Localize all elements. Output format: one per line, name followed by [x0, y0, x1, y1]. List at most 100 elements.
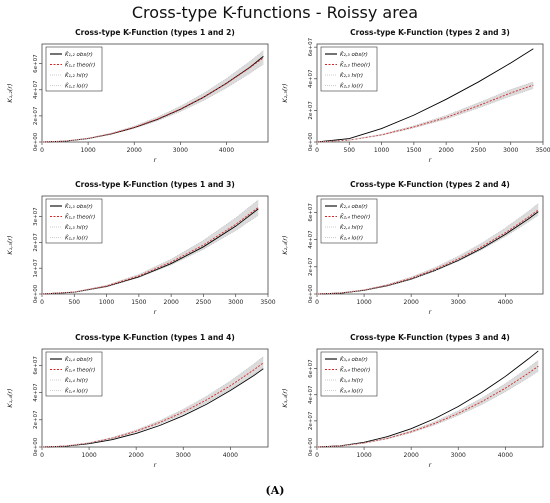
series-line-obs — [41, 208, 259, 295]
chart-title: Cross-type K-Function (types 1 and 4) — [75, 333, 235, 342]
chart-title: Cross-type K-Function (types 2 and 3) — [350, 28, 510, 37]
y-tick-label: 4e+07 — [308, 69, 314, 88]
chart-panel-1-3: Cross-type K-Function (types 1 and 3) 0 50… — [6, 180, 276, 316]
x-tick-label: 500 — [69, 299, 81, 306]
series-line-obs — [41, 368, 264, 448]
series-line-theo — [316, 365, 539, 448]
chart-title: Cross-type K-Function (types 1 and 2) — [75, 28, 235, 37]
chart-title: Cross-type K-Function (types 3 and 4) — [350, 333, 510, 342]
x-tick-label: 4000 — [219, 147, 234, 154]
x-tick-label: 3500 — [260, 299, 275, 306]
legend-box — [320, 46, 378, 92]
x-axis-label: r — [154, 308, 158, 316]
x-tick-label: 1000 — [356, 452, 371, 459]
legend-entry: K̂₂,₃ hi(r) — [340, 72, 363, 79]
chart-panel-1-2: Cross-type K-Function (types 1 and 2) 0 10… — [6, 28, 269, 164]
y-tick-label: 2e+07 — [33, 410, 39, 429]
chart-panel-2-3: Cross-type K-Function (types 2 and 3) 0 50… — [281, 28, 550, 164]
y-tick-label: 4e+07 — [308, 385, 314, 404]
x-axis-label: r — [154, 461, 158, 469]
legend-entry: K̂₁,₂ obs(r) — [65, 51, 93, 58]
x-tick-label: 3000 — [503, 147, 518, 154]
x-tick-label: 4000 — [223, 452, 238, 459]
plot-frame — [41, 43, 269, 143]
legend-entry: K̄₁,₄ theo(r) — [65, 367, 95, 374]
legend-entry: K̂₁,₂ lo(r) — [65, 83, 88, 90]
x-tick-label: 2000 — [164, 299, 179, 306]
x-tick-label: 3000 — [173, 147, 188, 154]
y-tick-label: 0e+00 — [308, 132, 314, 151]
legend-entry: K̂₂,₄ hi(r) — [340, 224, 363, 231]
chart-title: Cross-type K-Function (types 2 and 4) — [350, 180, 510, 189]
y-axis-label: K₁,₄(r) — [6, 388, 14, 407]
y-tick-label: 0e+00 — [33, 437, 39, 456]
x-tick-label: 4000 — [498, 452, 513, 459]
legend-entry: K̂₂,₃ lo(r) — [340, 83, 363, 90]
x-axis-label: r — [429, 156, 433, 164]
legend-entry: K̂₃,₄ hi(r) — [340, 377, 363, 384]
chart-panel-3-4: Cross-type K-Function (types 3 and 4) 0 10… — [281, 333, 544, 469]
series-line-hi — [316, 203, 539, 295]
y-tick-label: 2e+07 — [33, 106, 39, 125]
legend-entry: K̄₂,₄ theo(r) — [340, 214, 370, 221]
legend-entry: K̂₂,₄ obs(r) — [340, 203, 368, 210]
y-axis-label: K₁,₃(r) — [6, 235, 14, 254]
x-tick-label: 0 — [40, 452, 44, 459]
series-line-obs — [316, 48, 534, 143]
legend-entry: K̂₁,₄ obs(r) — [65, 356, 93, 363]
x-tick-label: 0 — [40, 299, 44, 306]
x-tick-label: 0 — [40, 147, 44, 154]
plot-frame — [316, 43, 544, 143]
y-tick-label: 6e+07 — [308, 203, 314, 222]
x-tick-label: 1000 — [80, 147, 95, 154]
series-line-lo — [41, 367, 264, 448]
x-tick-label: 2500 — [196, 299, 211, 306]
series-line-hi — [316, 81, 534, 143]
x-tick-label: 2000 — [129, 452, 144, 459]
y-tick-label: 6e+07 — [308, 37, 314, 56]
x-tick-label: 2000 — [127, 147, 142, 154]
series-line-hi — [41, 356, 264, 448]
y-axis-label: K₁,₂(r) — [6, 83, 14, 102]
legend-entry: K̂₁,₃ lo(r) — [65, 235, 88, 242]
y-tick-label: 2e+07 — [308, 411, 314, 430]
x-tick-label: 1000 — [374, 147, 389, 154]
y-tick-label: 4e+07 — [33, 80, 39, 99]
x-tick-label: 2500 — [471, 147, 486, 154]
chart-title: Cross-type K-Function (types 1 and 3) — [75, 180, 235, 189]
y-tick-label: 3e+07 — [33, 207, 39, 226]
y-tick-label: 0e+00 — [33, 284, 39, 303]
legend-entry: K̄₂,₃ theo(r) — [340, 62, 370, 69]
legend-entry: K̂₂,₄ lo(r) — [340, 235, 363, 242]
series-line-hi — [41, 50, 264, 143]
y-tick-label: 6e+07 — [33, 356, 39, 375]
y-tick-label: 4e+07 — [33, 383, 39, 402]
plot-frame — [41, 348, 269, 448]
x-tick-label: 1000 — [356, 299, 371, 306]
legend-entry: K̂₃,₄ lo(r) — [340, 388, 363, 395]
y-tick-label: 0e+00 — [308, 437, 314, 456]
plot-frame — [41, 195, 269, 295]
x-tick-label: 2000 — [404, 452, 419, 459]
x-tick-label: 1000 — [99, 299, 114, 306]
x-tick-label: 4000 — [498, 299, 513, 306]
legend-entry: K̂₁,₄ hi(r) — [65, 377, 88, 384]
series-line-theo — [41, 362, 264, 448]
y-axis-label: K₂,₃(r) — [281, 83, 289, 102]
y-tick-label: 0e+00 — [33, 132, 39, 151]
x-axis-label: r — [429, 308, 433, 316]
y-tick-label: 6e+07 — [308, 359, 314, 378]
figure-caption: (A) — [265, 484, 285, 497]
x-tick-label: 2000 — [439, 147, 454, 154]
series-line-theo — [316, 209, 539, 295]
series-line-lo — [41, 64, 264, 143]
x-tick-label: 3000 — [228, 299, 243, 306]
y-tick-label: 4e+07 — [308, 230, 314, 249]
x-tick-label: 3000 — [176, 452, 191, 459]
x-axis-label: r — [429, 461, 433, 469]
x-tick-label: 3500 — [535, 147, 550, 154]
plot-frame — [316, 195, 544, 295]
series-line-obs — [316, 350, 539, 448]
x-axis-label: r — [154, 156, 158, 164]
y-tick-label: 2e+07 — [308, 101, 314, 120]
